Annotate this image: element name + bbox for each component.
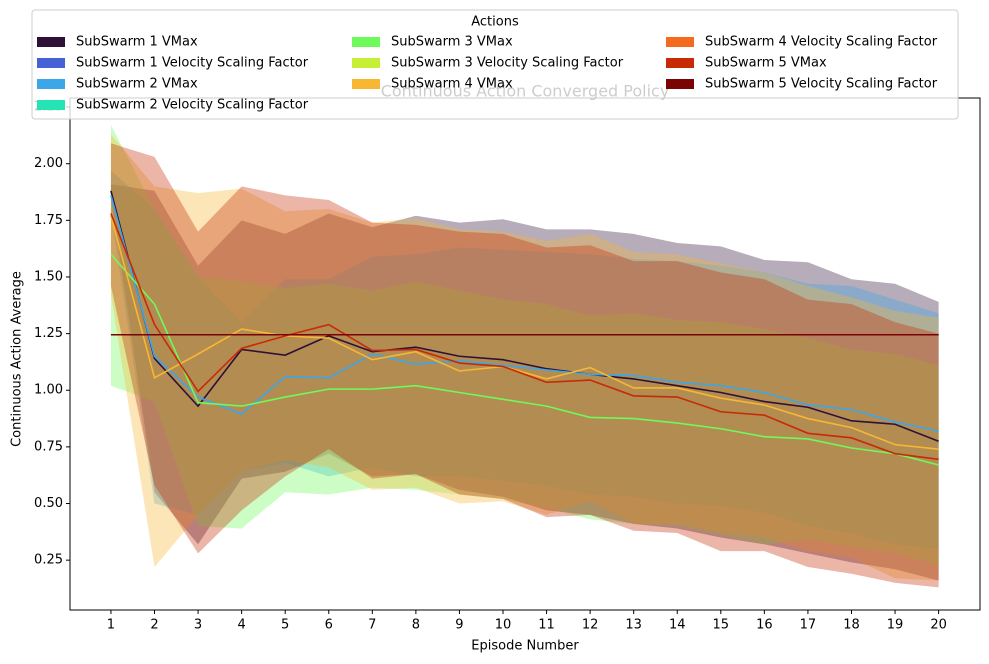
x-tick-label: 2 (150, 618, 158, 633)
legend-swatch (352, 58, 380, 68)
y-tick-label: 1.25 (34, 326, 63, 341)
x-tick-label: 18 (843, 618, 860, 633)
legend-title: Actions (471, 15, 519, 30)
y-tick-label: 0.75 (34, 439, 63, 454)
band (110, 134, 939, 581)
x-tick-label: 12 (582, 618, 599, 633)
y-tick-label: 1.50 (34, 269, 63, 284)
band (110, 143, 939, 588)
line (110, 190, 939, 442)
legend-swatch (666, 58, 694, 68)
line (110, 195, 939, 432)
legend-swatch (37, 58, 65, 68)
y-tick-label: 0.25 (34, 553, 63, 568)
legend-swatch (37, 100, 65, 110)
legend-swatch (352, 37, 380, 47)
legend-label: SubSwarm 4 Velocity Scaling Factor (705, 35, 938, 50)
line (110, 253, 939, 466)
x-tick-label: 19 (887, 618, 904, 633)
legend-swatch (37, 37, 65, 47)
x-tick-label: 1 (107, 618, 115, 633)
legend-label: SubSwarm 3 VMax (391, 35, 513, 50)
plot-area (110, 125, 939, 588)
legend-label: SubSwarm 3 Velocity Scaling Factor (391, 56, 624, 71)
legend-swatch (37, 79, 65, 89)
x-tick-label: 8 (412, 618, 420, 633)
y-tick-label: 1.75 (34, 213, 63, 228)
line (110, 213, 939, 461)
y-axis-label: Continuous Action Average (10, 271, 25, 447)
x-tick-label: 14 (669, 618, 686, 633)
legend-label: SubSwarm 2 Velocity Scaling Factor (76, 98, 309, 113)
x-tick-label: 4 (237, 618, 245, 633)
band (110, 184, 939, 581)
x-tick-label: 16 (756, 618, 773, 633)
x-tick-label: 20 (930, 618, 947, 633)
x-tick-label: 11 (538, 618, 555, 633)
band (110, 125, 939, 565)
x-tick-label: 13 (625, 618, 642, 633)
legend-label: SubSwarm 5 Velocity Scaling Factor (705, 77, 938, 92)
y-tick-label: 2.00 (34, 156, 63, 171)
legend-label: SubSwarm 5 VMax (705, 56, 827, 71)
x-tick-label: 17 (800, 618, 817, 633)
x-axis-label: Episode Number (471, 639, 579, 654)
band (110, 170, 939, 549)
x-tick-label: 6 (325, 618, 333, 633)
x-tick-label: 5 (281, 618, 289, 633)
legend-label: SubSwarm 2 VMax (76, 77, 198, 92)
legend-swatch (352, 79, 380, 89)
legend-swatch (666, 37, 694, 47)
legend-label: SubSwarm 1 VMax (76, 35, 198, 50)
legend-label: SubSwarm 1 Velocity Scaling Factor (76, 56, 309, 71)
x-tick-label: 3 (194, 618, 202, 633)
x-tick-label: 9 (455, 618, 463, 633)
y-tick-label: 1.00 (34, 383, 63, 398)
x-tick-label: 15 (713, 618, 730, 633)
line (110, 215, 939, 450)
legend: Actions SubSwarm 1 VMax SubSwarm 1 Velocit… (31, 9, 959, 120)
legend-label: SubSwarm 4 VMax (391, 77, 513, 92)
legend-box (31, 9, 959, 120)
y-tick-label: 0.50 (34, 496, 63, 511)
x-tick-label: 10 (495, 618, 512, 633)
legend-swatch (666, 79, 694, 89)
x-tick-label: 7 (368, 618, 376, 633)
